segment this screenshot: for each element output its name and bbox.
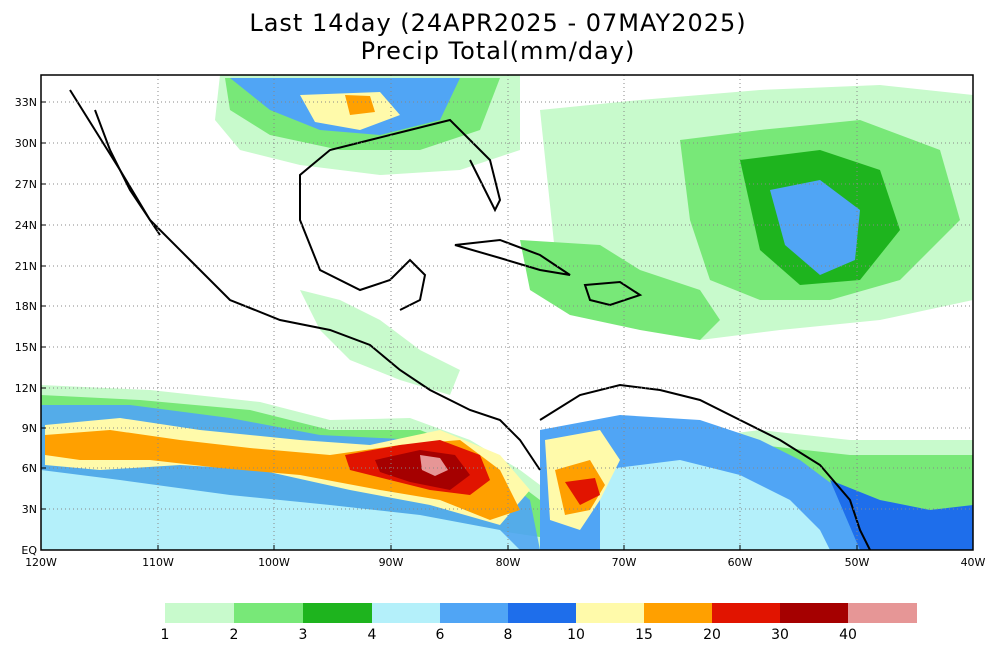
sa-lightblue-region [600,460,830,550]
coastlines [69,89,871,550]
precip-shading [41,75,973,550]
colorbar-label: 2 [230,627,239,643]
florida [469,139,502,213]
colorbar-label: 40 [839,627,857,643]
colorbar: 1 2 3 4 6 8 10 15 20 30 40 [161,603,917,643]
lon-axis-labels: 120W 110W 100W 90W 80W 70W 60W 50W 40W [25,556,985,569]
lat-tick-label: EQ [21,544,37,557]
colorbar-label: 4 [368,627,377,643]
lat-tick-label: 21N [15,260,37,273]
colorbar-swatch [780,603,848,623]
colorbar-swatch [644,603,712,623]
itcz-lightblue-inner [41,470,520,550]
lat-tick-label: 24N [15,219,37,232]
mexico-pacific-coast [69,89,541,471]
lon-tick-label: 50W [845,556,870,569]
lon-tick-label: 80W [496,556,521,569]
colorbar-label: 1 [161,627,170,643]
sa-east-blue [830,480,973,550]
hispaniola [583,280,643,307]
colorbar-label: 10 [567,627,585,643]
colorbar-swatch [372,603,440,623]
gridlines [41,75,973,550]
south-america-north-coast [539,383,871,550]
lon-tick-label: 110W [142,556,174,569]
baja [94,109,161,236]
cuba [454,238,571,276]
lon-tick-label: 90W [379,556,404,569]
lon-tick-label: 60W [728,556,753,569]
colorbar-label: 6 [436,627,445,643]
colorbar-swatch [440,603,508,623]
gulf-coast [299,118,471,311]
lat-tick-label: 6N [22,462,37,475]
colorbar-swatch [576,603,644,623]
itcz-core-pink [420,455,448,476]
lat-tick-label: 33N [15,96,37,109]
axis-ticks [40,101,974,551]
colorbar-swatch [508,603,576,623]
lat-tick-label: 3N [22,503,37,516]
lat-tick-label: 15N [15,341,37,354]
colorbar-swatch [848,603,917,623]
colorbar-swatch [303,603,372,623]
lat-tick-label: 30N [15,137,37,150]
lat-tick-label: 18N [15,300,37,313]
lat-axis-labels: 33N 30N 27N 24N 21N 18N 15N 12N 9N 6N 3N… [15,96,38,557]
colorbar-label: 30 [771,627,789,643]
central-america-green [300,290,460,395]
colorbar-label: 15 [635,627,653,643]
lat-tick-label: 9N [22,422,37,435]
sa-red-region [565,478,600,505]
colorbar-swatch [234,603,303,623]
colorbar-swatch [165,603,234,623]
lon-tick-label: 120W [25,556,57,569]
lat-tick-label: 27N [15,178,37,191]
lon-tick-label: 100W [258,556,290,569]
map-title-line1: Last 14day (24APR2025 - 07MAY2025) [249,9,747,37]
lon-tick-label: 40W [961,556,986,569]
map-title-line2: Precip Total(mm/day) [360,37,636,65]
colorbar-swatch [712,603,780,623]
colorbar-label: 8 [504,627,513,643]
caribbean-green [520,240,720,340]
colorbar-label: 3 [299,627,308,643]
colorbar-label: 20 [703,627,721,643]
atlantic-blue [770,180,860,275]
plot-frame [40,74,974,551]
lon-tick-label: 70W [612,556,637,569]
lat-tick-label: 12N [15,382,37,395]
gulf-orange [345,95,375,115]
